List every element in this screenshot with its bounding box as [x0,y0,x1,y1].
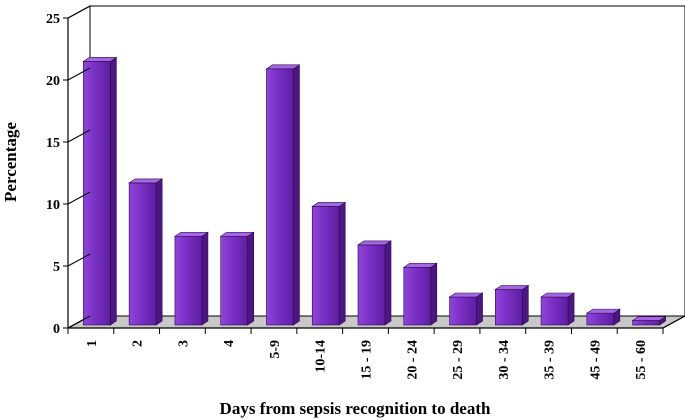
x-tick-label: 15 - 19 [360,340,375,380]
bar-front [449,296,477,326]
x-tick-labels: 1 2 3 4 5-9 10-14 15 - 19 20 - 24 25 - 29 30 - 34… [67,328,664,380]
bar-front [128,182,157,326]
bar-side [384,240,392,326]
bar [219,231,255,326]
x-tick-label: 4 [222,340,237,347]
x-tick-label: 45 - 49 [588,340,603,380]
x-tick-label: 3 [176,340,191,347]
bar-front [220,235,248,326]
bar [311,201,347,326]
floor-edge [662,315,685,329]
bar-top [357,240,392,246]
bar-side [476,292,483,326]
bar-top [402,262,438,268]
bar-side [430,262,438,326]
x-tick-label: 25 - 29 [451,340,466,380]
bar-side [293,64,300,326]
bar-side [522,284,529,326]
y-tick-label: 5 [53,260,60,275]
bar-front [174,235,203,326]
bar-side [110,56,117,326]
x-tick-label: 20 - 24 [405,340,420,380]
y-wall-tick [67,315,91,329]
bar-side [338,201,346,326]
bar [82,56,118,326]
bar-top [311,202,347,207]
y-tick-label: 20 [46,74,60,89]
y-tick-label: 10 [46,198,60,213]
bar-side [155,178,163,326]
bar-front [495,289,523,326]
bar-top [82,57,118,62]
bar [357,240,392,326]
bar-top [494,285,530,290]
bar [265,64,301,326]
bar-front [266,68,294,326]
bar-top [265,64,301,70]
bar-front [586,312,615,326]
bar [173,231,209,326]
bar [540,292,576,326]
bar [128,178,164,326]
bar-side [201,231,209,326]
bar [494,284,530,326]
bar-top [631,316,667,321]
x-tick-label: 55 - 60 [634,340,649,380]
bars [82,56,667,326]
bar-front [632,320,660,326]
bar [631,315,667,326]
y-wall-tick [67,67,91,81]
y-wall-tick [67,5,91,19]
bar-top [448,292,484,298]
x-tick-label: 10-14 [314,340,329,373]
y-wall-tick [67,191,91,205]
bar-top [219,231,255,237]
y-axis-title: Percentage [1,122,20,202]
y-wall-tick [67,253,91,267]
bar-top [585,308,621,314]
y-tick-label: 25 [46,12,60,27]
x-tick-label: 5-9 [268,340,283,359]
x-axis-title: Days from sepsis recognition to death [220,399,491,418]
bar-top [540,292,576,298]
bar-front [403,266,432,326]
bar-front [311,206,340,326]
bar [402,262,438,326]
y-tick-label: 15 [46,136,60,151]
bar-top [128,178,164,184]
y-tick-label: 0 [53,322,60,337]
y-wall-tick [67,129,91,143]
x-tick-label: 35 - 39 [543,340,558,380]
bar [585,308,621,326]
bar-top [173,231,209,237]
bar-side [567,292,575,326]
bar-front [540,296,569,326]
bar-side [247,231,254,326]
bar [448,292,484,326]
bar-front [357,244,386,326]
x-tick-label: 2 [131,340,146,347]
y-tick-labels: 0 5 10 15 20 25 [46,5,91,337]
x-tick-label: 30 - 34 [497,340,512,380]
x-tick-label: 1 [85,340,100,347]
